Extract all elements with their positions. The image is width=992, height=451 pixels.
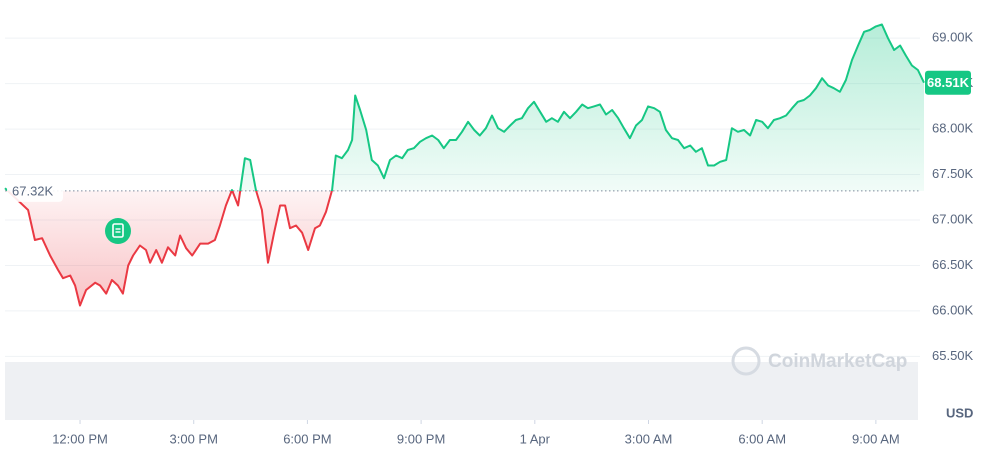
baseline-label: 67.32K bbox=[12, 183, 54, 198]
news-icon[interactable] bbox=[105, 218, 131, 244]
x-tick-label: 6:00 PM bbox=[283, 431, 331, 446]
y-tick-label: 66.00K bbox=[932, 302, 974, 317]
price-area bbox=[5, 24, 924, 306]
x-tick-label: 3:00 PM bbox=[170, 431, 218, 446]
y-tick-label: 68.00K bbox=[932, 121, 974, 136]
x-tick-label: 9:00 AM bbox=[852, 431, 900, 446]
last-price-badge bbox=[925, 70, 971, 95]
y-tick-label: 67.50K bbox=[932, 166, 974, 181]
x-tick-label: 6:00 AM bbox=[738, 431, 786, 446]
currency-label: USD bbox=[946, 405, 973, 420]
y-tick-label: 65.50K bbox=[932, 348, 974, 363]
x-tick-label: 12:00 PM bbox=[52, 431, 108, 446]
baseline-label-bg bbox=[7, 179, 63, 202]
price-line bbox=[4, 23, 925, 307]
volume-area bbox=[5, 362, 918, 420]
x-tick-label: 1 Apr bbox=[520, 431, 551, 446]
watermark-text: CoinMarketCap bbox=[768, 351, 907, 372]
last-price-label: 68.51K bbox=[927, 75, 970, 90]
watermark: CoinMarketCap bbox=[731, 346, 907, 376]
x-tick-label: 3:00 AM bbox=[625, 431, 673, 446]
news-badge[interactable] bbox=[105, 218, 131, 244]
x-tick-label: 9:00 PM bbox=[397, 431, 445, 446]
watermark-logo bbox=[731, 346, 761, 376]
y-tick-label: 69.00K bbox=[932, 30, 974, 45]
plot: 67.32K 68.51K bbox=[4, 23, 971, 307]
y-tick-label: 66.50K bbox=[932, 257, 974, 272]
news-glyph bbox=[112, 223, 124, 238]
y-tick-label: 67.00K bbox=[932, 211, 974, 226]
